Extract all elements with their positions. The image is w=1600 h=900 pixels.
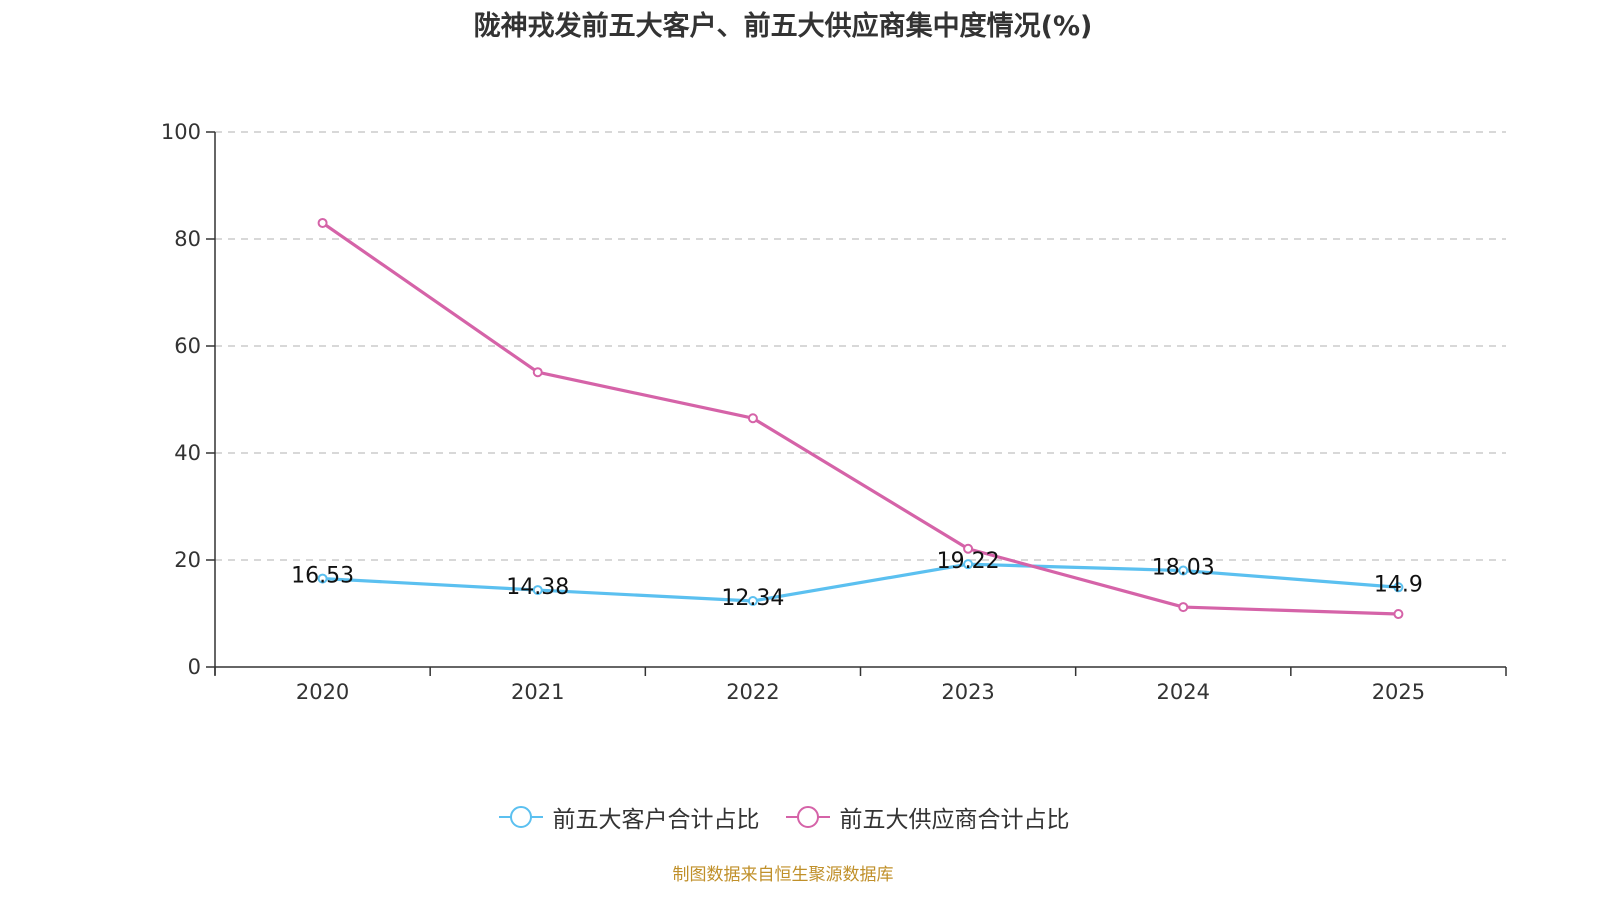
- y-tick-label: 80: [174, 227, 201, 251]
- data-point: [747, 413, 758, 424]
- legend-marker-customers-icon: [498, 806, 543, 828]
- y-tick-label: 20: [174, 548, 201, 572]
- y-tick-label: 0: [188, 655, 201, 679]
- legend: 前五大客户合计占比 前五大供应商合计占比: [0, 800, 1566, 834]
- series-line-0: [322, 562, 1399, 603]
- data-point: [747, 595, 758, 606]
- data-labels: 16.53 14.38 12.34 19.22 18.03 14.9: [291, 549, 1423, 611]
- legend-label-customers: 前五大客户合计占比: [552, 807, 760, 833]
- data-label: 14.9: [1374, 572, 1423, 597]
- y-tick-label: 40: [174, 441, 201, 465]
- data-label: 14.38: [506, 575, 569, 600]
- y-tick-label: 100: [161, 120, 201, 144]
- data-point: [317, 217, 328, 228]
- source-note: 制图数据来自恒生聚源数据库: [672, 865, 894, 885]
- data-label: 19.22: [937, 549, 1000, 574]
- data-point: [1393, 582, 1404, 593]
- chart-title: 陇神戎发前五大客户、前五大供应商集中度情况(%): [473, 11, 1093, 42]
- series-group: [317, 217, 1404, 620]
- data-point: [963, 543, 974, 554]
- x-tick-label: 2023: [941, 680, 994, 704]
- legend-item-suppliers[interactable]: 前五大供应商合计占比: [784, 800, 1070, 834]
- legend-label-suppliers: 前五大供应商合计占比: [839, 807, 1070, 833]
- data-point: [532, 367, 543, 378]
- x-tick-label: 2024: [1157, 680, 1210, 704]
- gridlines: [215, 131, 1506, 561]
- legend-item-customers[interactable]: 前五大客户合计占比: [497, 800, 760, 834]
- data-point: [317, 573, 328, 584]
- x-tick-label: 2022: [726, 680, 779, 704]
- data-point: [963, 559, 974, 570]
- x-tick-label: 2025: [1372, 680, 1425, 704]
- data-label: 12.34: [721, 586, 784, 611]
- series-line-1: [321, 221, 1399, 616]
- data-label: 16.53: [291, 564, 354, 589]
- legend-marker-suppliers-icon: [785, 806, 830, 828]
- x-tick-label: 2020: [296, 680, 349, 704]
- data-point: [1393, 609, 1404, 620]
- y-tick-label: 60: [174, 334, 201, 358]
- x-tick-label: 2021: [511, 680, 564, 704]
- data-label: 18.03: [1152, 556, 1215, 581]
- data-point: [1178, 602, 1189, 613]
- data-point: [1178, 565, 1189, 576]
- data-point: [532, 585, 543, 596]
- axes: 0 20 40 60 80 100 2020 2021 2022 2023 2024 2025: [161, 120, 1507, 704]
